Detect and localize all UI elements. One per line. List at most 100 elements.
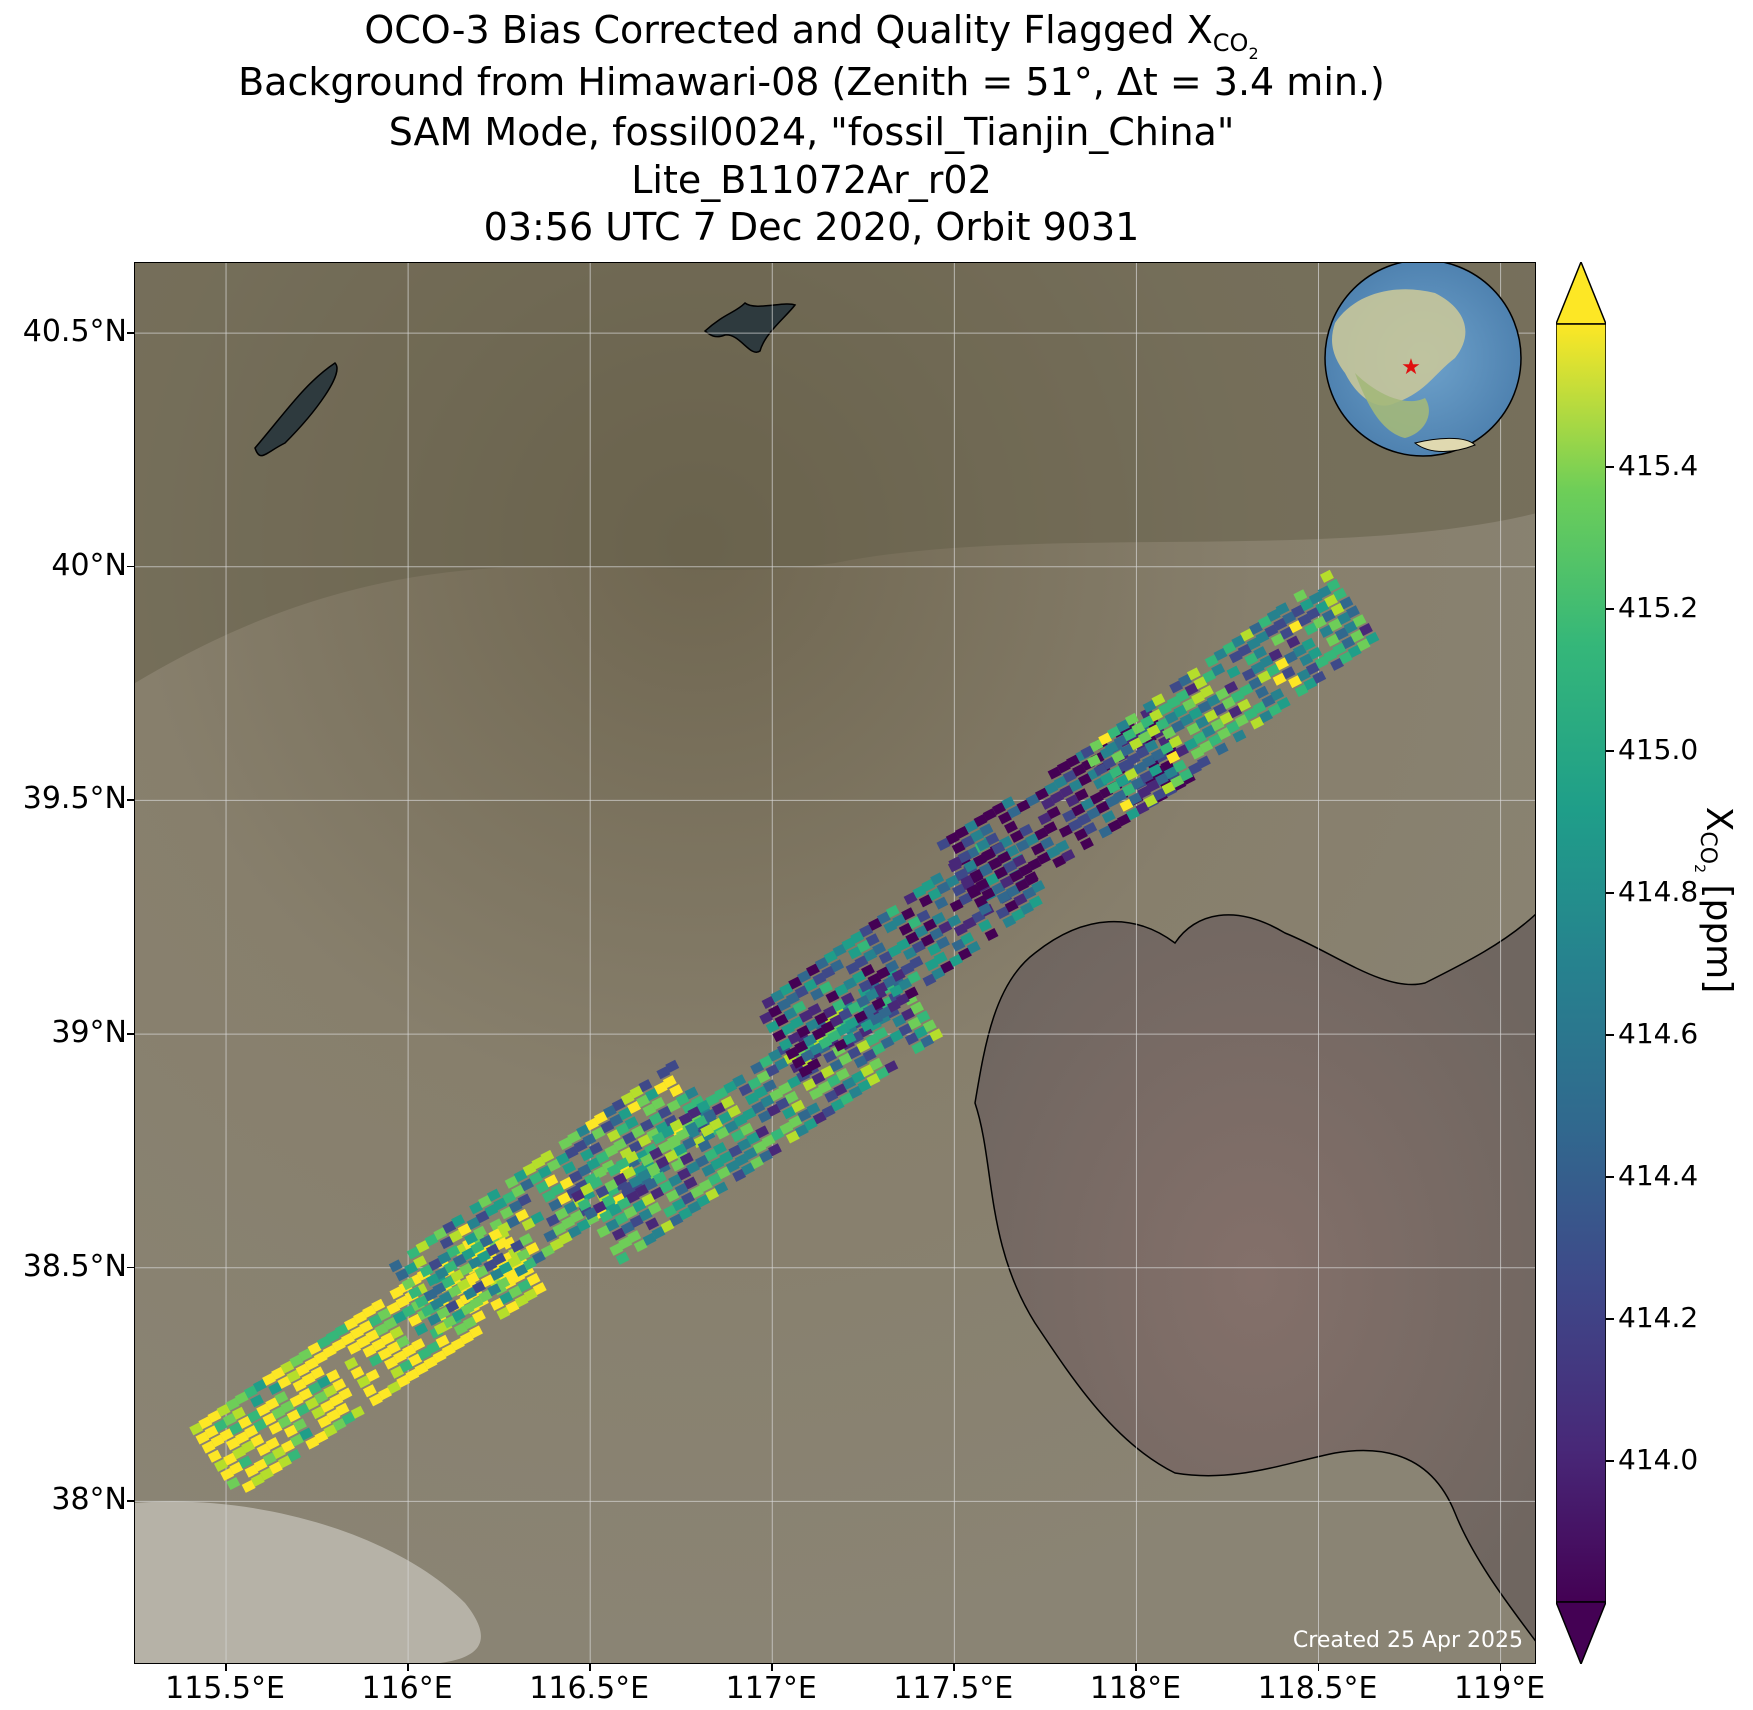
- xco2-sounding: [502, 1191, 517, 1205]
- map-canvas: ★: [135, 263, 1535, 1663]
- xco2-sounding: [1034, 827, 1049, 841]
- xco2-sounding: [580, 1182, 594, 1196]
- xco2-sounding: [505, 1270, 520, 1284]
- xco2-sounding: [806, 963, 820, 977]
- xco2-sounding: [663, 1204, 677, 1218]
- xco2-sounding: [582, 1133, 597, 1147]
- xco2-sounding: [1186, 667, 1201, 681]
- xco2-sounding: [647, 1202, 662, 1216]
- xco2-sounding: [378, 1387, 392, 1401]
- xco2-sounding: [651, 1226, 666, 1240]
- xco2-sounding: [1175, 744, 1189, 758]
- xco2-sounding: [635, 1184, 649, 1198]
- xco2-sounding: [1025, 833, 1039, 847]
- xco2-sounding: [952, 883, 966, 897]
- xco2-sounding: [393, 1350, 407, 1364]
- globe-landmass-green: [1355, 373, 1429, 438]
- xco2-sounding: [615, 1157, 630, 1171]
- xco2-sounding: [619, 1181, 634, 1195]
- xco2-sounding: [1121, 783, 1136, 797]
- xco2-sounding: [1286, 635, 1301, 649]
- x-tick-mark: [407, 1664, 409, 1671]
- xco2-sounding: [350, 1366, 365, 1380]
- xco2-sounding: [450, 1269, 465, 1283]
- xco2-sounding: [1230, 689, 1245, 703]
- xco2-sounding: [1166, 750, 1181, 764]
- y-tick-label: 38.5°N: [22, 1248, 127, 1284]
- xco2-sounding: [613, 1138, 628, 1152]
- colorbar-tick-mark: [1606, 1460, 1614, 1462]
- xco2-sounding: [889, 1029, 904, 1043]
- xco2-sounding: [617, 1196, 631, 1210]
- xco2-sounding: [220, 1467, 235, 1481]
- xco2-sounding: [462, 1316, 477, 1330]
- xco2-sounding: [632, 1199, 647, 1213]
- xco2-sounding: [402, 1344, 417, 1358]
- xco2-sounding: [970, 829, 985, 843]
- xco2-sounding: [761, 996, 776, 1010]
- xco2-sounding: [723, 1080, 738, 1094]
- xco2-sounding: [517, 1193, 532, 1207]
- xco2-sounding: [1058, 824, 1073, 838]
- xco2-sounding: [1315, 600, 1330, 614]
- xco2-sounding: [1195, 715, 1210, 729]
- xco2-sounding: [1169, 680, 1184, 694]
- xco2-sounding: [577, 1198, 592, 1212]
- xco2-sounding: [702, 1108, 717, 1122]
- xco2-sounding: [563, 1201, 578, 1215]
- xco2-sounding: [1072, 763, 1086, 777]
- xco2-sounding: [1126, 807, 1140, 821]
- xco2-sounding: [365, 1329, 380, 1343]
- xco2-sounding: [283, 1424, 298, 1438]
- xco2-sounding: [1116, 719, 1130, 733]
- xco2-sounding: [922, 1019, 937, 1033]
- xco2-sounding: [543, 1229, 558, 1243]
- xco2-sounding: [198, 1416, 213, 1430]
- xco2-sounding: [845, 961, 860, 975]
- xco2-sounding: [508, 1200, 523, 1214]
- xco2-sounding: [657, 1105, 672, 1119]
- colorbar-extend-top: [1556, 262, 1606, 325]
- xco2-sounding: [648, 1112, 663, 1126]
- xco2-sounding: [540, 1244, 555, 1258]
- xco2-sounding: [281, 1439, 295, 1453]
- xco2-sounding: [433, 1227, 448, 1241]
- xco2-sounding: [1179, 713, 1194, 727]
- xco2-sounding: [1129, 737, 1143, 751]
- xco2-sounding: [453, 1322, 468, 1336]
- y-tick-label: 40.5°N: [22, 314, 127, 350]
- xco2-sounding: [836, 1023, 850, 1037]
- xco2-sounding: [629, 1214, 644, 1228]
- xco2-sounding: [914, 925, 929, 939]
- cloud-patch: [135, 1501, 481, 1663]
- colorbar-tick-mark: [1606, 1318, 1614, 1320]
- xco2-sounding: [791, 1099, 805, 1113]
- xco2-sounding: [1168, 735, 1183, 749]
- xco2-sounding: [651, 1096, 666, 1110]
- xco2-sounding: [473, 1225, 487, 1239]
- xco2-sounding: [1240, 628, 1255, 642]
- xco2-sounding: [526, 1273, 541, 1287]
- xco2-sounding: [335, 1402, 350, 1416]
- colorbar-tick-label: 414.6: [1618, 1017, 1699, 1050]
- xco2-sounding: [1308, 646, 1323, 660]
- xco2-sounding: [451, 1308, 466, 1322]
- xco2-sounding: [268, 1421, 283, 1435]
- xco2-sounding: [238, 1415, 252, 1429]
- xco2-sounding: [474, 1265, 489, 1279]
- xco2-sounding: [1290, 604, 1305, 618]
- xco2-sounding: [640, 1118, 654, 1132]
- xco2-sounding: [665, 1059, 680, 1073]
- xco2-sounding: [344, 1357, 359, 1371]
- xco2-sounding: [399, 1359, 414, 1373]
- xco2-sounding: [213, 1419, 228, 1433]
- xco2-sounding: [1288, 620, 1303, 634]
- xco2-sounding: [880, 1036, 895, 1050]
- xco2-sounding: [895, 993, 910, 1007]
- xco2-sounding: [1083, 822, 1098, 836]
- xco2-sounding: [1053, 775, 1068, 789]
- xco2-sounding: [1001, 796, 1016, 810]
- xco2-sounding: [596, 1225, 611, 1239]
- mountain-shading: [135, 263, 1535, 683]
- xco2-sounding: [362, 1344, 377, 1358]
